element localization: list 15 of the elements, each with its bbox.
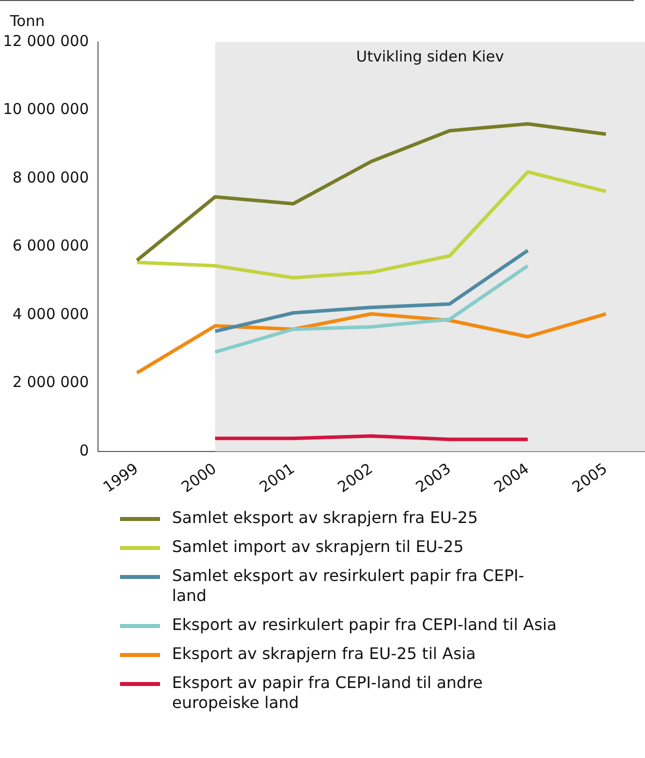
y-tick-label: 4 000 000 <box>12 304 89 323</box>
legend-label: Samlet eksport av resirkulert papir fra CEPI-land <box>172 566 526 606</box>
y-axis-title: Tonn <box>10 12 45 30</box>
legend-label: Eksport av resirkulert papir fra CEPI-land til Asia <box>172 615 557 635</box>
y-tick-label: 0 <box>79 441 89 460</box>
y-tick-label: 10 000 000 <box>2 100 89 118</box>
y-tick-label: 12 000 000 <box>2 32 89 50</box>
legend-label: Samlet import av skrapjern til EU-25 <box>172 537 464 557</box>
legend-label: Eksport av papir fra CEPI-land til andre europeiske land <box>172 673 484 713</box>
y-tick-label: 2 000 000 <box>12 373 89 392</box>
band-label: Utvikling siden Kiev <box>356 47 504 66</box>
y-tick-label: 6 000 000 <box>12 236 89 255</box>
legend-label: Samlet eksport av skrapjern fra EU-25 <box>172 508 478 528</box>
legend-label: Eksport av skrapjern fra EU-25 til Asia <box>172 644 476 664</box>
y-tick-label: 8 000 000 <box>12 168 89 186</box>
